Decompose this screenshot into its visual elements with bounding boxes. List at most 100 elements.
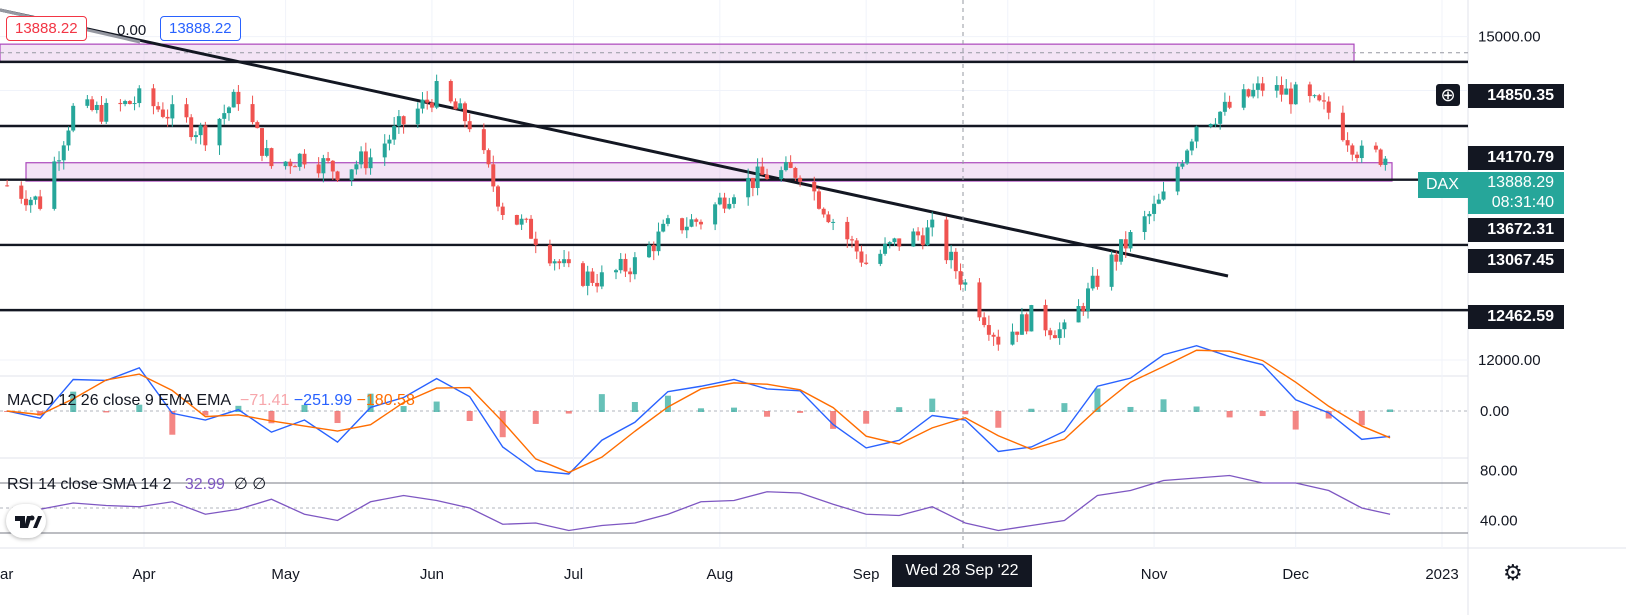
add-level-plus-icon[interactable]: ⊕ (1436, 84, 1460, 106)
candle-body (118, 102, 123, 105)
candle-body (132, 103, 137, 105)
candle-body (1114, 254, 1119, 262)
candle-body (387, 139, 392, 144)
candle-body (429, 102, 434, 108)
candle-body (1288, 88, 1293, 105)
candle-body (1109, 254, 1114, 287)
candle-body (717, 197, 722, 205)
candle-body (1251, 89, 1256, 97)
candle-body (283, 161, 288, 167)
candle-body (236, 91, 241, 105)
candle-body (958, 271, 963, 285)
crosshair-date-label: Wed 28 Sep '22 (892, 555, 1032, 587)
candle-body (160, 109, 165, 117)
candle-body (656, 231, 661, 252)
candle-body (547, 244, 552, 264)
candle-body (57, 160, 62, 162)
candle-body (529, 218, 534, 239)
macd-histogram-bar (598, 394, 605, 412)
candle-body (1373, 145, 1378, 150)
candle-body (1081, 306, 1086, 312)
candle-body (812, 181, 817, 192)
candle-body (580, 263, 585, 286)
macd-histogram-bar (1358, 411, 1365, 426)
level-tag-14850: 14850.35 (1468, 84, 1564, 108)
candle-body (1019, 314, 1024, 335)
macd-histogram-bar (1325, 411, 1332, 419)
candle-body (61, 145, 66, 161)
macd-signal-value: −180.58 (356, 392, 415, 409)
candle-body (897, 238, 902, 247)
candle-body (85, 99, 90, 106)
candle-body (1218, 111, 1223, 124)
candle-body (892, 238, 897, 243)
macd-histogram-bar (962, 411, 969, 415)
candle-body (260, 128, 264, 156)
candle-body (19, 185, 24, 199)
candle-body (920, 235, 925, 246)
candle-body (382, 143, 387, 158)
candle-body (760, 166, 765, 175)
candle-body (793, 167, 798, 178)
macd-histogram-bar (631, 402, 638, 412)
candle-body (694, 219, 699, 222)
candle-body (500, 206, 505, 215)
candle-body (302, 153, 307, 165)
candle-body (1090, 275, 1095, 289)
macd-histogram-value: −71.41 (239, 392, 290, 409)
macd-histogram-bar (731, 407, 737, 412)
tradingview-logo-icon[interactable] (6, 504, 46, 538)
candle-body (33, 196, 38, 200)
candle-body (99, 104, 104, 122)
candle-body (66, 130, 71, 146)
candle-body (949, 251, 954, 261)
macd-histogram-bar (466, 411, 473, 421)
candle-body (765, 174, 770, 180)
candle-body (623, 258, 628, 272)
candle-body (665, 218, 670, 224)
candle-body (524, 218, 529, 220)
macd-histogram-bar (202, 411, 209, 416)
candle-body (425, 99, 430, 103)
candle-body (363, 151, 368, 169)
candle-body (727, 203, 732, 209)
macd-histogram-bar (1259, 411, 1266, 417)
candle-body (986, 325, 991, 335)
candle-body (38, 196, 43, 209)
macd-histogram-bar (764, 411, 771, 417)
candle-body (1213, 123, 1218, 125)
candle-body (783, 162, 788, 171)
countdown: 08:31:40 (1491, 194, 1554, 211)
candle-body (396, 116, 401, 126)
time-axis-label: Dec (1282, 566, 1309, 583)
candle-body (486, 150, 491, 165)
candle-body (1227, 101, 1232, 108)
macd-histogram-bar (1193, 406, 1200, 412)
macd-legend[interactable]: MACD 12 26 close 9 EMA EMA −71.41 −251.9… (7, 392, 415, 410)
macd-histogram-bar (565, 411, 572, 414)
settings-gear-icon[interactable]: ⚙ (1503, 560, 1523, 585)
candle-body (184, 104, 189, 118)
macd-histogram-bar (499, 411, 506, 438)
macd-line (6, 345, 1391, 475)
candle-body (585, 271, 590, 286)
candle-body (1015, 331, 1020, 335)
candle-body (264, 148, 269, 156)
candle-body (24, 198, 28, 206)
macd-histogram-bar (334, 411, 341, 424)
candle-body (401, 116, 406, 125)
candle-body (1293, 84, 1298, 105)
candle-body (1147, 213, 1152, 217)
candle-body (330, 160, 335, 172)
candle-body (590, 271, 595, 283)
price-axis-label: 12000.00 (1478, 352, 1541, 369)
rsi-legend[interactable]: RSI 14 close SMA 14 2 32.99 ∅ ∅ (7, 474, 266, 494)
candle-body (746, 177, 751, 198)
candle-body (1062, 322, 1067, 330)
macd-histogram-bar (1028, 408, 1035, 412)
macd-histogram-bar (268, 411, 275, 424)
candle-body (1222, 101, 1227, 112)
macd-histogram-bar (37, 411, 44, 416)
candle-body (1185, 150, 1190, 164)
